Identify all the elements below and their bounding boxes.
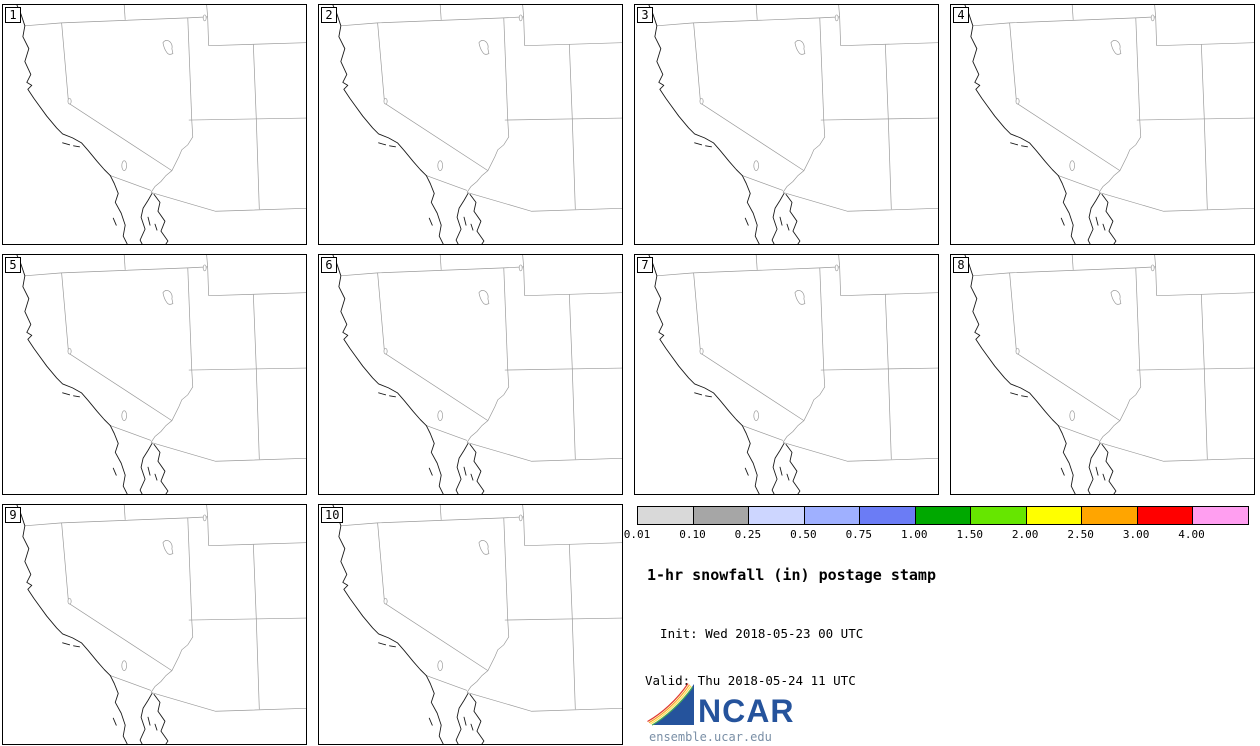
- colorbar-segment: [804, 507, 861, 524]
- ensemble-member-panel: 9: [2, 504, 307, 745]
- colorbar-segment: [749, 507, 805, 524]
- init-time-line: Init: Wed 2018-05-23 00 UTC: [645, 626, 864, 641]
- ensemble-member-panel: 10: [318, 504, 623, 745]
- western-us-map: [648, 5, 938, 244]
- colorbar-tick-label: 2.00: [1011, 528, 1039, 541]
- colorbar-tick-label: 0.75: [845, 528, 873, 541]
- member-number-label: 6: [321, 257, 337, 273]
- colorbar-segment: [638, 507, 694, 524]
- ncar-logo: NCAR: [646, 682, 795, 729]
- ncar-logo-sail: [652, 684, 694, 725]
- ncar-wordmark: NCAR: [698, 693, 795, 729]
- colorbar-tick-label: 0.10: [679, 528, 706, 541]
- member-number-label: 10: [321, 507, 344, 523]
- member-number-label: 2: [321, 7, 337, 23]
- western-us-map: [16, 255, 306, 494]
- colorbar-tick-label: 0.01: [623, 528, 651, 541]
- western-us-map: [16, 5, 306, 244]
- colorbar-segment: [693, 507, 750, 524]
- member-number-label: 1: [5, 7, 21, 23]
- ncar-logo-graphic: [647, 683, 694, 726]
- colorbar-labels: 0.01 0.10 0.25 0.50 0.75 1.00 1.50 2.00 2.50 3.00…: [624, 528, 1247, 542]
- western-us-map: [964, 255, 1254, 494]
- ensemble-member-panel: 3: [634, 4, 939, 245]
- member-number-label: 9: [5, 507, 21, 523]
- western-us-map: [648, 255, 938, 494]
- colorbar-tick-label: 1.00: [901, 528, 928, 541]
- ensemble-member-panel: 2: [318, 4, 623, 245]
- member-number-label: 8: [953, 257, 969, 273]
- member-number-label: 5: [5, 257, 21, 273]
- valid-time-line: Valid: Thu 2018-05-24 11 UTC: [645, 672, 856, 688]
- ensemble-member-panel: 8: [950, 254, 1255, 495]
- colorbar-segment: [971, 507, 1027, 524]
- ncar-rainbow-green: [651, 686, 693, 726]
- colorbar-segment: [1082, 507, 1138, 524]
- legend-info-block: 0.01 0.10 0.25 0.50 0.75 1.00 1.50 2.00 2.50 3.00…: [624, 504, 1258, 746]
- ensemble-member-panel: 6: [318, 254, 623, 495]
- western-us-map: [332, 5, 622, 244]
- western-us-map: [332, 255, 622, 494]
- ncar-rainbow-orange: [648, 684, 690, 724]
- member-number-label: 7: [637, 257, 653, 273]
- ncar-rainbow-yellow: [650, 685, 692, 725]
- colorbar-segment: [1137, 507, 1194, 524]
- colorbar-segment: [1193, 507, 1249, 524]
- colorbar-tick-label: 0.50: [790, 528, 817, 541]
- western-us-map: [16, 505, 306, 744]
- colorbar-tick-label: 0.25: [734, 528, 762, 541]
- plot-title: 1-hr snowfall (in) postage stamp: [647, 566, 936, 584]
- ensemble-member-panel: 1: [2, 4, 307, 245]
- ensemble-member-panel: 5: [2, 254, 307, 495]
- ncar-rainbow-red: [647, 683, 689, 723]
- colorbar-segment: [860, 507, 916, 524]
- ensemble-member-panel: 4: [950, 4, 1255, 245]
- colorbar-segment: [1026, 507, 1083, 524]
- site-url: ensemble.ucar.edu: [649, 730, 772, 744]
- colorbar-tick-label: 3.00: [1122, 528, 1150, 541]
- western-us-map: [332, 505, 622, 744]
- colorbar-tick-label: 4.00: [1178, 528, 1205, 541]
- colorbar-tick-label: 1.50: [956, 528, 983, 541]
- colorbar-tick-label: 2.50: [1067, 528, 1094, 541]
- western-us-map: [964, 5, 1254, 244]
- init-valid-times: Init: Wed 2018-05-23 00 UTC Valid: Thu 2…: [645, 595, 863, 719]
- colorbar-segment: [915, 507, 972, 524]
- ensemble-member-panel: 7: [634, 254, 939, 495]
- colorbar: [637, 506, 1249, 525]
- member-number-label: 3: [637, 7, 653, 23]
- member-number-label: 4: [953, 7, 969, 23]
